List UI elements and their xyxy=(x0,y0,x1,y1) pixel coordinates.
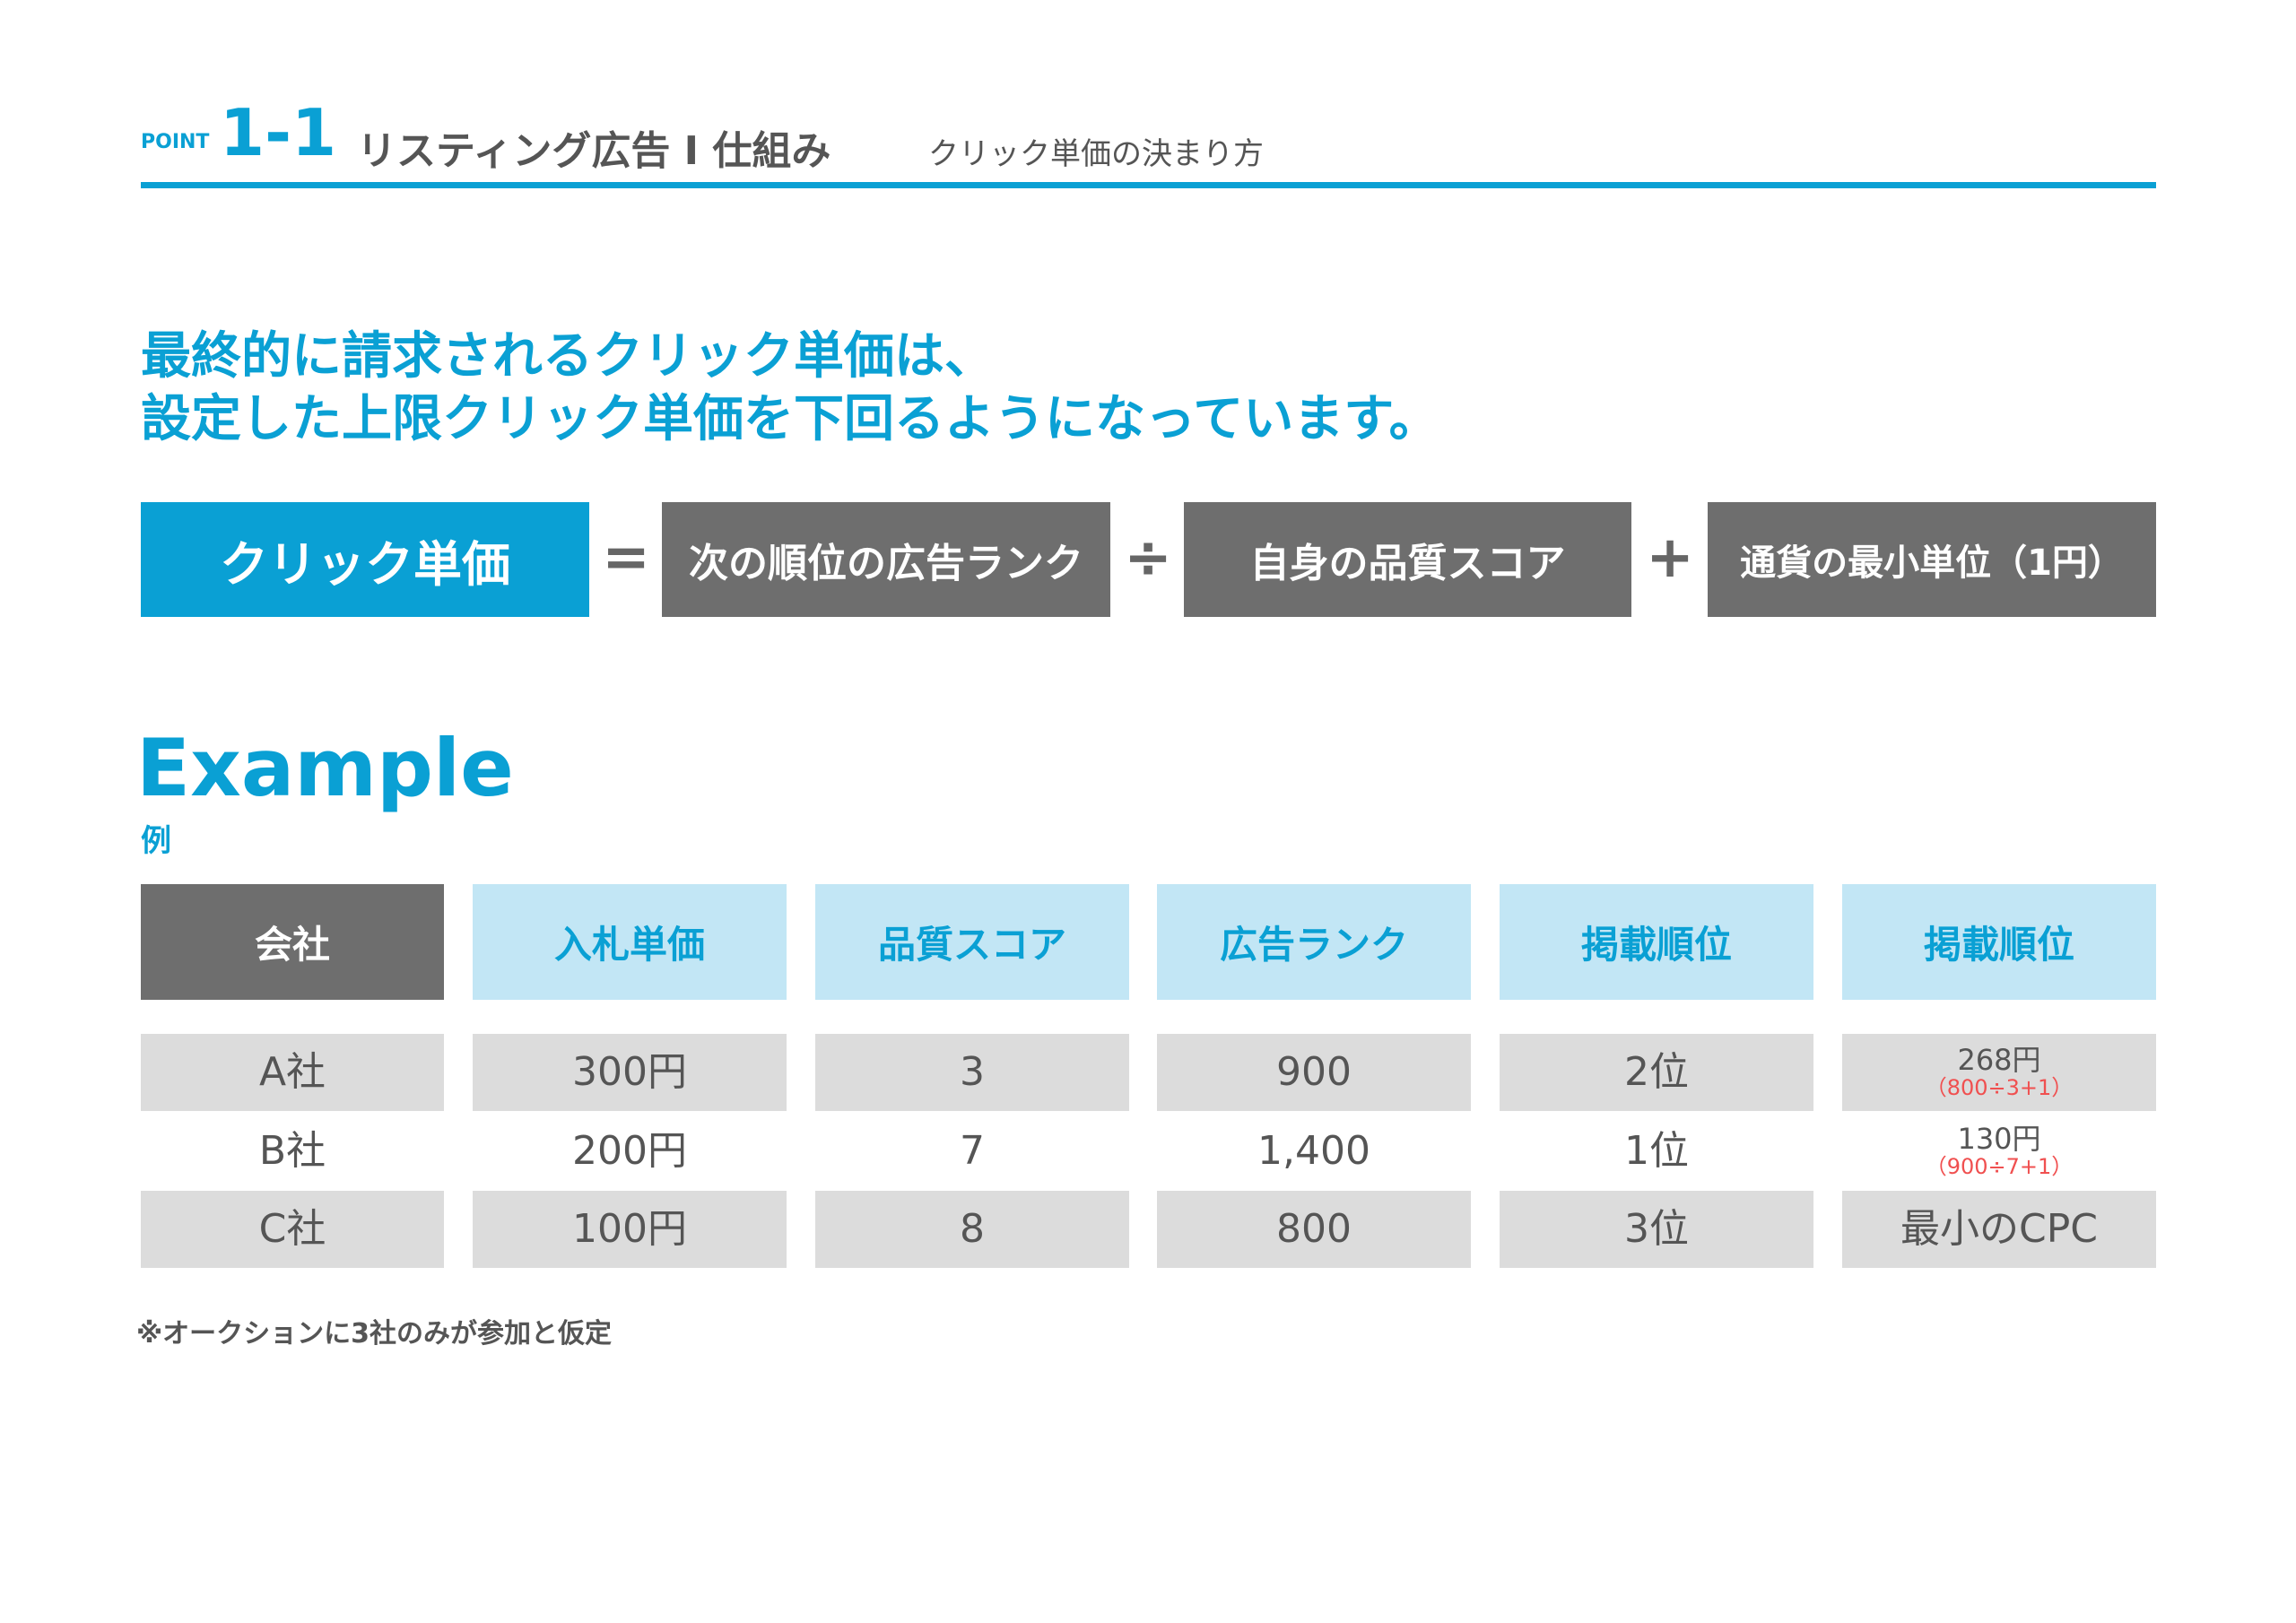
equals-sign: = xyxy=(602,525,650,591)
divide-sign: ÷ xyxy=(1124,525,1172,591)
footnote: ※オークションに3社のみが参加と仮定 xyxy=(136,1318,613,1350)
table-cell-quality: 7 xyxy=(960,1127,985,1174)
point-number: 1-1 xyxy=(220,95,337,170)
header-cpc: 掲載順位 xyxy=(1842,884,2156,1000)
table-cell-position: 3位 xyxy=(1500,1191,1813,1268)
example-subtitle: 例 xyxy=(141,823,171,859)
table-cell-company: B社 xyxy=(258,1127,326,1174)
plus-sign: + xyxy=(1646,525,1694,591)
table-cell-rank: 900 xyxy=(1157,1034,1471,1111)
header-divider xyxy=(141,182,2156,188)
point-label: POINT xyxy=(141,131,210,153)
cpc-calculation-note: （900÷7+1） xyxy=(1925,1154,2074,1180)
table-cell-company: C社 xyxy=(141,1191,444,1268)
page-title: リスティング広告 I 仕組み xyxy=(357,128,831,174)
cpc-value: 130円 xyxy=(1957,1122,2041,1157)
header-bid: 入札単価 xyxy=(473,884,787,1000)
header-rank: 広告ランク xyxy=(1157,884,1471,1000)
example-title: Example xyxy=(136,722,514,814)
header-quality: 品質スコア xyxy=(815,884,1129,1000)
table-cell-cpc: 最小のCPC xyxy=(1842,1191,2156,1268)
formula-term-quality-score: 自身の品質スコア xyxy=(1184,502,1631,617)
table-cell-bid: 100円 xyxy=(473,1191,787,1268)
page-subtitle: クリック単価の決まり方 xyxy=(928,136,1264,172)
table-cell-rank: 800 xyxy=(1157,1191,1471,1268)
table-cell-rank: 1,400 xyxy=(1257,1127,1370,1174)
table-cell-cpc: 130円 （900÷7+1） xyxy=(1842,1113,2156,1190)
headline-line-1: 最終的に請求されるクリック単価は、 xyxy=(141,327,995,386)
formula-term-next-rank: 次の順位の広告ランク xyxy=(662,502,1110,617)
table-cell-cpc: 268円 （800÷3+1） xyxy=(1842,1034,2156,1111)
table-cell-bid: 200円 xyxy=(572,1127,687,1174)
table-cell-quality: 8 xyxy=(815,1191,1129,1268)
headline-line-2: 設定した上限クリック単価を下回るようになっています。 xyxy=(141,390,1439,448)
formula-result-box: クリック単価 xyxy=(141,502,589,617)
cpc-value: 268円 xyxy=(1957,1043,2041,1078)
cpc-calculation-note: （800÷3+1） xyxy=(1925,1075,2074,1101)
table-cell-company: A社 xyxy=(141,1034,444,1111)
header-position: 掲載順位 xyxy=(1500,884,1813,1000)
formula-term-min-unit: 通貨の最小単位（1円） xyxy=(1708,502,2156,617)
table-cell-quality: 3 xyxy=(815,1034,1129,1111)
table-cell-position: 2位 xyxy=(1500,1034,1813,1111)
table-cell-bid: 300円 xyxy=(473,1034,787,1111)
table-cell-position: 1位 xyxy=(1624,1127,1689,1174)
header-company: 会社 xyxy=(141,884,444,1000)
